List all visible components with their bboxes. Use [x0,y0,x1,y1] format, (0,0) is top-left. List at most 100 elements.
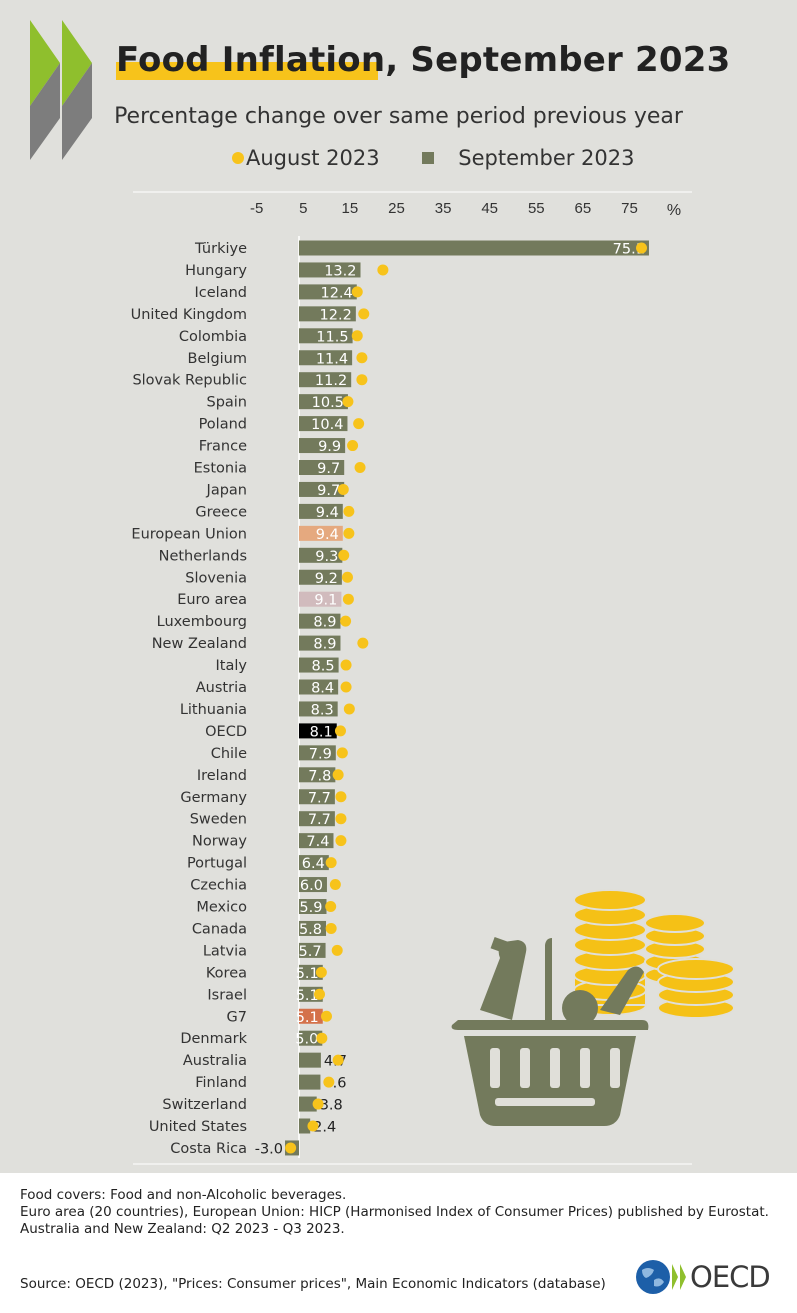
august-dot [342,396,354,408]
value-label: 8.9 [313,637,336,653]
oecd-wordmark: OECD [690,1260,771,1294]
category-label: Mexico [196,900,247,916]
value-label: 5.0 [295,1032,318,1048]
x-tick-label: 45 [481,200,498,217]
august-dot [351,286,363,298]
value-label: 10.5 [312,395,344,411]
bar [299,855,329,871]
legend-label-september: September 2023 [458,146,635,170]
bar [299,240,649,256]
august-dot [335,835,347,847]
august-dot [356,374,368,386]
value-label: 9.4 [316,527,339,543]
value-label: 9.7 [317,483,340,499]
august-dot [325,922,337,934]
august-dot [358,308,370,320]
globe-icon [636,1260,670,1294]
august-dot [334,725,346,737]
august-dot [325,901,337,912]
august-dot [340,659,352,671]
bar [299,745,336,761]
source-note: Source: OECD (2023), "Prices: Consumer p… [20,1276,606,1292]
value-label: 5.1 [296,1010,319,1026]
bar [299,767,336,783]
bar [299,833,334,849]
category-label: Estonia [194,461,247,477]
august-dot [315,966,327,978]
category-label: European Union [131,526,247,542]
bar [299,723,337,739]
category-label: Netherlands [159,548,247,564]
category-label: France [199,439,247,455]
bar [299,372,352,388]
bar [299,438,346,454]
bar [299,284,357,300]
value-label: 11.2 [315,373,347,389]
august-dot [336,747,348,759]
august-dot [342,593,354,605]
august-dot [343,703,355,715]
note-food: Food covers: Food and non-Alcoholic beve… [20,1187,347,1203]
x-tick-label: 35 [435,200,452,217]
category-label: Euro area [177,592,247,608]
category-label: Slovak Republic [132,373,247,389]
category-label: G7 [227,1009,247,1025]
august-dot [314,988,326,1000]
x-tick-label: 75 [621,200,638,217]
category-label: Italy [216,658,248,674]
bar [299,701,338,717]
value-label: 8.1 [310,724,333,740]
category-label: Chile [211,746,247,762]
x-tick-label: -5 [250,200,263,217]
value-label: 3.8 [320,1098,343,1114]
legend: August 2023 September 2023 [232,145,671,170]
value-label: 9.2 [315,571,338,587]
august-dot [329,879,341,891]
legend-square-icon [422,152,435,164]
value-label: 5.7 [298,944,321,960]
category-label: Denmark [180,1031,247,1047]
oecd-logo: OECD [634,1258,771,1296]
bar [299,635,341,651]
value-label: 8.5 [312,659,335,675]
bar [299,591,342,607]
legend-dot-icon [232,152,244,164]
august-dot [337,483,349,495]
category-label: Switzerland [162,1097,247,1113]
category-label: Czechia [190,878,247,894]
category-label: Costa Rica [170,1141,247,1157]
category-label: Hungary [185,263,247,279]
value-label: 6.0 [300,878,323,894]
note-hicp: Euro area (20 countries), European Union… [20,1204,769,1220]
value-label: 8.3 [311,702,334,718]
chevrons-icon [672,1264,686,1290]
august-dot [636,242,648,254]
bar [299,1008,323,1024]
category-label: Spain [206,395,247,411]
value-label: 11.5 [316,329,348,345]
august-dot [332,1054,344,1066]
bar [299,503,343,519]
category-label: Norway [192,834,247,850]
category-label: Austria [196,680,247,696]
bar [299,394,348,410]
august-dot [325,857,337,869]
value-label: 6.4 [302,856,325,872]
bar [299,1118,311,1134]
category-label: Poland [199,417,247,433]
bar [299,547,343,563]
value-label: 5.9 [299,900,322,916]
category-label: Luxembourg [157,614,247,630]
bar [299,569,342,585]
bar [299,460,345,475]
value-label: 7.8 [308,768,331,784]
bar [299,657,339,673]
august-dot [332,769,344,781]
value-label: -3.0 [255,1141,283,1157]
basket-coins-icon [451,889,735,1126]
august-dot [351,330,363,342]
value-label: 10.4 [311,417,343,433]
august-dot [323,1076,335,1088]
